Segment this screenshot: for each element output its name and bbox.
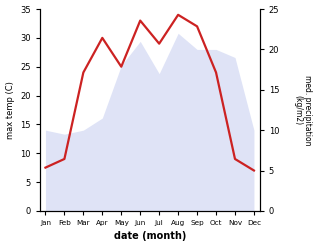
X-axis label: date (month): date (month) — [114, 231, 186, 242]
Y-axis label: med. precipitation
(kg/m2): med. precipitation (kg/m2) — [293, 75, 313, 145]
Y-axis label: max temp (C): max temp (C) — [5, 81, 15, 139]
